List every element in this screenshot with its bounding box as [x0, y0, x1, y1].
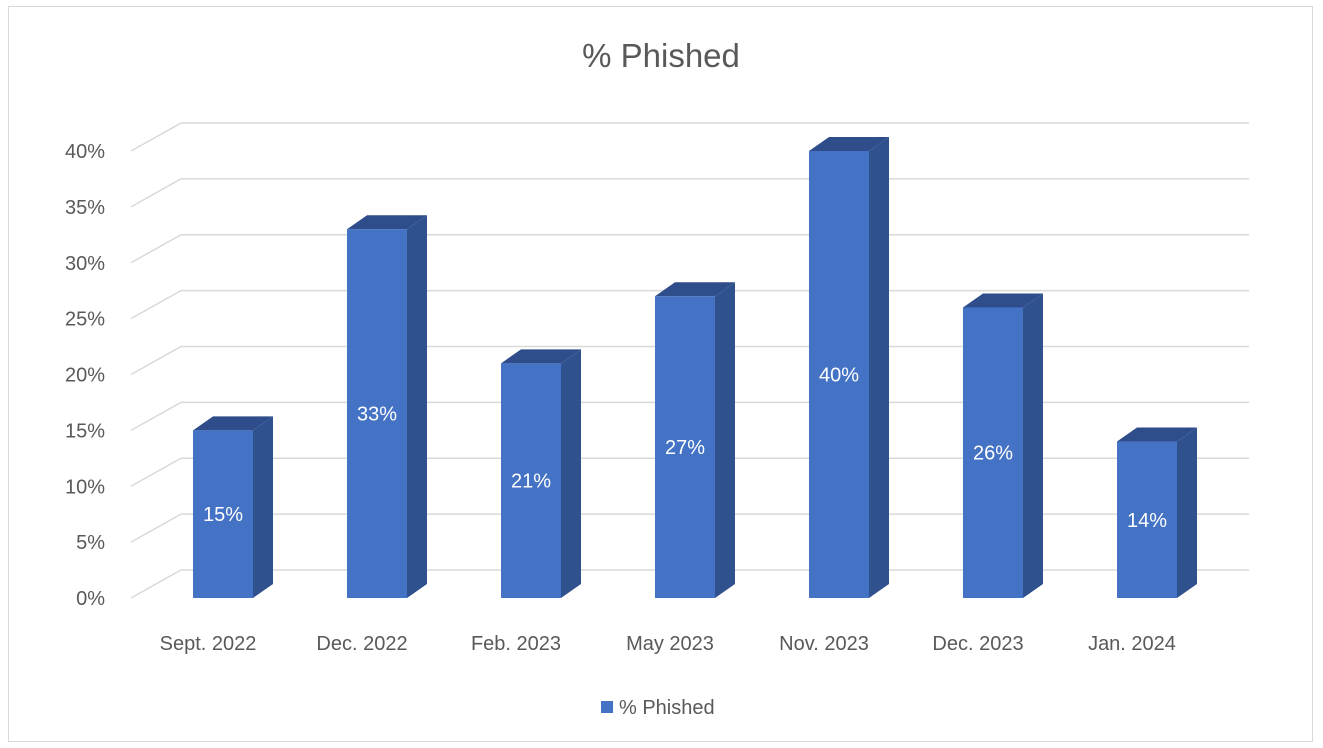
data-label: 14%: [1127, 510, 1167, 532]
bar-top: [1117, 427, 1197, 442]
bar-top: [501, 349, 581, 364]
gridline: [130, 122, 1249, 152]
data-label: 27%: [665, 437, 705, 459]
data-label: 15%: [203, 504, 243, 526]
bar-front: [1117, 441, 1177, 598]
y-tick-label: 0%: [76, 588, 105, 610]
bar-chart: 0% 5% 10% 15% 20% 25% 30% 35% 40% 15% 33% 21% 27% 40…: [65, 37, 1249, 719]
y-tick-label: 30%: [65, 253, 105, 275]
gridlines: [130, 122, 1249, 599]
bar: [501, 349, 581, 598]
bar-side: [253, 416, 273, 598]
data-label: 33%: [357, 404, 397, 426]
gridline: [130, 345, 1249, 376]
data-label: 21%: [511, 471, 551, 493]
gridline: [130, 457, 1249, 487]
bar-side: [407, 215, 427, 598]
bar-top: [809, 137, 889, 151]
y-tick-label: 10%: [65, 476, 105, 498]
bar-side: [715, 282, 735, 598]
x-category-label: Feb. 2023: [471, 633, 561, 655]
chart-frame: 0% 5% 10% 15% 20% 25% 30% 35% 40% 15% 33% 21% 27% 40…: [8, 6, 1313, 742]
bar: [347, 215, 427, 598]
legend-label: % Phished: [619, 697, 715, 719]
bar-side: [869, 137, 889, 598]
x-category-label: May 2023: [626, 633, 714, 655]
bar-front: [809, 151, 869, 598]
data-label: 40%: [819, 365, 859, 387]
y-axis-ticks: 0% 5% 10% 15% 20% 25% 30% 35% 40%: [65, 141, 105, 610]
x-axis-labels: Sept. 2022 Dec. 2022 Feb. 2023 May 2023 Nov.…: [160, 633, 1176, 655]
bar-side: [561, 349, 581, 598]
x-category-label: Jan. 2024: [1088, 633, 1176, 655]
y-tick-label: 35%: [65, 197, 105, 219]
bar: [655, 282, 735, 598]
legend-swatch: [601, 701, 613, 713]
data-label: 26%: [973, 443, 1013, 465]
y-tick-label: 20%: [65, 365, 105, 387]
bar: [193, 416, 273, 598]
bar-front: [655, 296, 715, 598]
bar-side: [1177, 427, 1197, 598]
bar-top: [655, 282, 735, 297]
y-tick-label: 40%: [65, 141, 105, 163]
bar-top: [963, 293, 1043, 308]
bar-front: [193, 430, 253, 598]
y-tick-label: 15%: [65, 420, 105, 442]
bar-top: [193, 416, 273, 431]
bar: [1117, 427, 1197, 598]
gridline: [130, 569, 1249, 599]
gridline: [130, 234, 1249, 264]
gridline: [130, 513, 1249, 543]
y-tick-label: 25%: [65, 309, 105, 331]
x-category-label: Nov. 2023: [779, 633, 869, 655]
bars: 15% 33% 21% 27% 40% 26% 14%: [193, 137, 1197, 598]
bar-top: [347, 215, 427, 230]
legend: % Phished: [601, 697, 715, 719]
gridline: [130, 401, 1249, 432]
bar: [963, 293, 1043, 598]
bar-front: [963, 307, 1023, 598]
bar-front: [347, 229, 407, 598]
x-category-label: Sept. 2022: [160, 633, 257, 655]
gridline: [130, 178, 1249, 208]
x-category-label: Dec. 2022: [316, 633, 407, 655]
bar-front: [501, 363, 561, 598]
chart-title: % Phished: [582, 37, 740, 74]
y-tick-label: 5%: [76, 532, 105, 554]
x-category-label: Dec. 2023: [932, 633, 1023, 655]
bar-side: [1023, 293, 1043, 598]
bar: [809, 137, 889, 598]
gridline: [130, 289, 1249, 320]
